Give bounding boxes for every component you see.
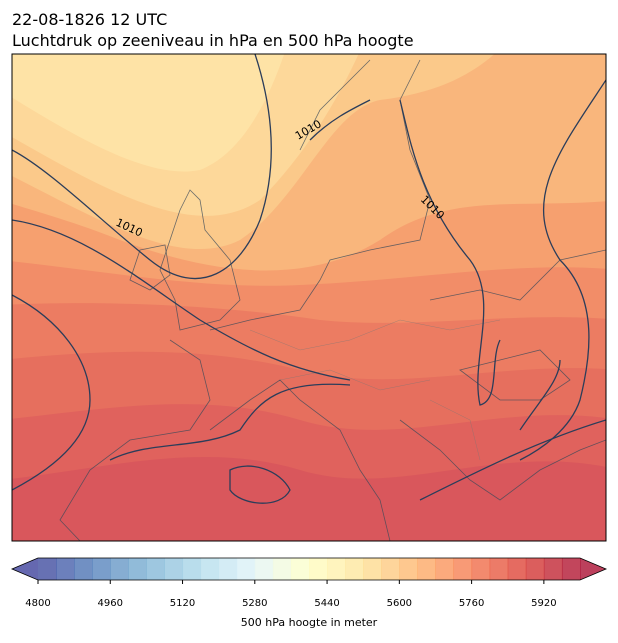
colorbar-segment	[92, 558, 111, 580]
colorbar-segment	[489, 558, 509, 580]
colorbar-segment	[110, 558, 129, 580]
colorbar-segment	[381, 558, 400, 580]
band	[12, 54, 285, 172]
colorbar-segment	[254, 558, 274, 580]
colorbar-tick-label: 5920	[531, 598, 556, 609]
colorbar-segment	[561, 558, 581, 580]
colorbar-tick-label: 4960	[98, 598, 123, 609]
colorbar-tick-label: 5600	[387, 598, 412, 609]
map-frame	[11, 53, 607, 542]
colorbar-segment	[56, 558, 75, 580]
colorbar-segment	[290, 558, 310, 580]
colorbar-segment	[471, 558, 491, 580]
colorbar-segment	[435, 558, 455, 580]
colorbar-segment	[345, 558, 364, 580]
isobars	[12, 54, 606, 504]
colorbar-label: 500 hPa hoogte in meter	[241, 616, 378, 629]
colorbar-segment	[309, 558, 328, 580]
colorbar-tick-label: 5120	[170, 598, 195, 609]
subtitle: Luchtdruk op zeeniveau in hPa en 500 hPa…	[12, 31, 414, 50]
colorbar-segment	[417, 558, 436, 580]
colorbar-segment	[74, 558, 93, 580]
colorbar-segment	[543, 558, 563, 580]
colorbar-segment	[128, 558, 147, 580]
colorbar-segment	[507, 558, 527, 580]
colorbar-tick-label: 4800	[25, 598, 50, 609]
colorbar-segment	[236, 558, 256, 580]
colorbar: 4800 4960 5120 5280 5440 5600 5760 5920 500 hPa …	[10, 557, 608, 629]
colorbar-segment	[38, 558, 57, 580]
colorbar-tick-label: 5760	[459, 598, 484, 609]
colorbar-tick-label: 5280	[242, 598, 267, 609]
coastlines	[59, 59, 606, 541]
colorbar-segment	[453, 558, 473, 580]
colorbar-tick-label: 5440	[314, 598, 339, 609]
colorbar-segment	[525, 558, 545, 580]
colorbar-segment	[363, 558, 382, 580]
colorbar-segment	[272, 558, 292, 580]
colorbar-segment	[182, 558, 202, 580]
colorbar-segment	[218, 558, 238, 580]
colorbar-segment	[200, 558, 220, 580]
colorbar-extend	[12, 558, 38, 580]
colorbar-segment	[146, 558, 165, 580]
colorbar-segment	[164, 558, 184, 580]
map: 1010 1010 1010	[12, 54, 606, 541]
colorbar-extend	[580, 558, 606, 580]
title: 22-08-1826 12 UTC	[12, 10, 167, 29]
colorbar-segment	[327, 558, 346, 580]
colorbar-segment	[399, 558, 418, 580]
colorbar-outline	[10, 557, 608, 581]
